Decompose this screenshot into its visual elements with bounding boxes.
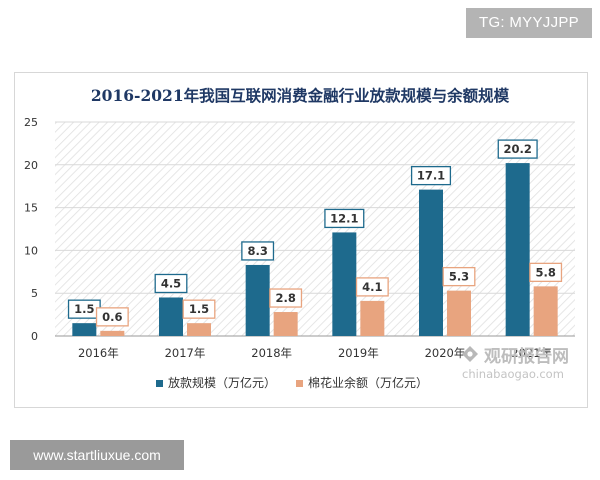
x-tick-label: 2021年 [511,346,552,360]
data-label: 0.6 [102,310,122,324]
data-label-box [529,262,563,283]
data-label: 4.1 [362,280,382,294]
watermark-brand: 观研报告网 [483,346,569,367]
x-tick-label: 2017年 [165,346,206,360]
telegram-badge: TG: MYYJJPP [466,8,592,38]
data-label: 8.3 [247,244,267,258]
data-label-box [355,277,389,297]
x-tick-label: 2018年 [251,346,292,360]
bar-loan-volume [72,323,97,336]
bar-loan-volume [419,189,443,336]
data-label-box [95,307,129,327]
y-tick-label: 0 [31,330,38,343]
data-label: 17.1 [417,169,445,183]
y-tick-label: 10 [24,244,38,257]
data-label-box [324,208,365,229]
data-label: 1.5 [189,302,209,316]
bar-loan-volume [245,264,270,336]
x-tick-label: 2020年 [425,346,466,360]
legend-label: 放款规模（万亿元） [168,375,276,390]
data-label: 5.8 [535,265,555,279]
legend-swatch [296,380,303,387]
data-label: 20.2 [503,142,531,156]
data-label-box [182,299,216,319]
data-label: 5.3 [449,270,469,284]
legend-label: 棉花业余额（万亿元） [308,375,428,390]
bar-loan-volume [159,297,183,336]
watermark-url: chinabaogao.com [462,367,564,381]
bar-balance [533,286,558,336]
legend: 放款规模（万亿元） 棉花业余额（万亿元） [156,375,428,390]
data-label-box [241,241,275,261]
bar-loan-volume [505,163,530,336]
x-tick-label: 2016年 [78,346,119,360]
bar-balance [100,330,125,336]
data-label: 2.8 [275,291,295,305]
plot-area [55,122,575,336]
bar-balance [187,323,211,336]
y-tick-label: 5 [31,287,38,300]
x-tick-label: 2019年 [338,346,379,360]
data-label: 12.1 [330,211,358,225]
data-label: 4.5 [161,276,181,290]
data-label: 1.5 [74,302,94,316]
data-label-box [442,266,476,287]
bar-balance [360,300,385,336]
watermark-logo-dot [467,351,473,357]
bar-balance [447,290,471,336]
chart-title: 2016-2021年我国互联网消费金融行业放款规模与余额规模 [91,86,510,105]
data-label-box [154,273,188,294]
y-tick-label: 25 [24,116,38,129]
y-tick-label: 20 [24,159,38,172]
data-label-box [269,288,303,308]
website-badge: www.startliuxue.com [10,440,184,470]
bar-loan-volume [332,232,357,336]
legend-swatch [156,380,163,387]
data-label-box [410,165,452,186]
y-tick-label: 15 [24,202,38,215]
data-label-box [497,139,538,159]
bar-balance [273,312,298,336]
